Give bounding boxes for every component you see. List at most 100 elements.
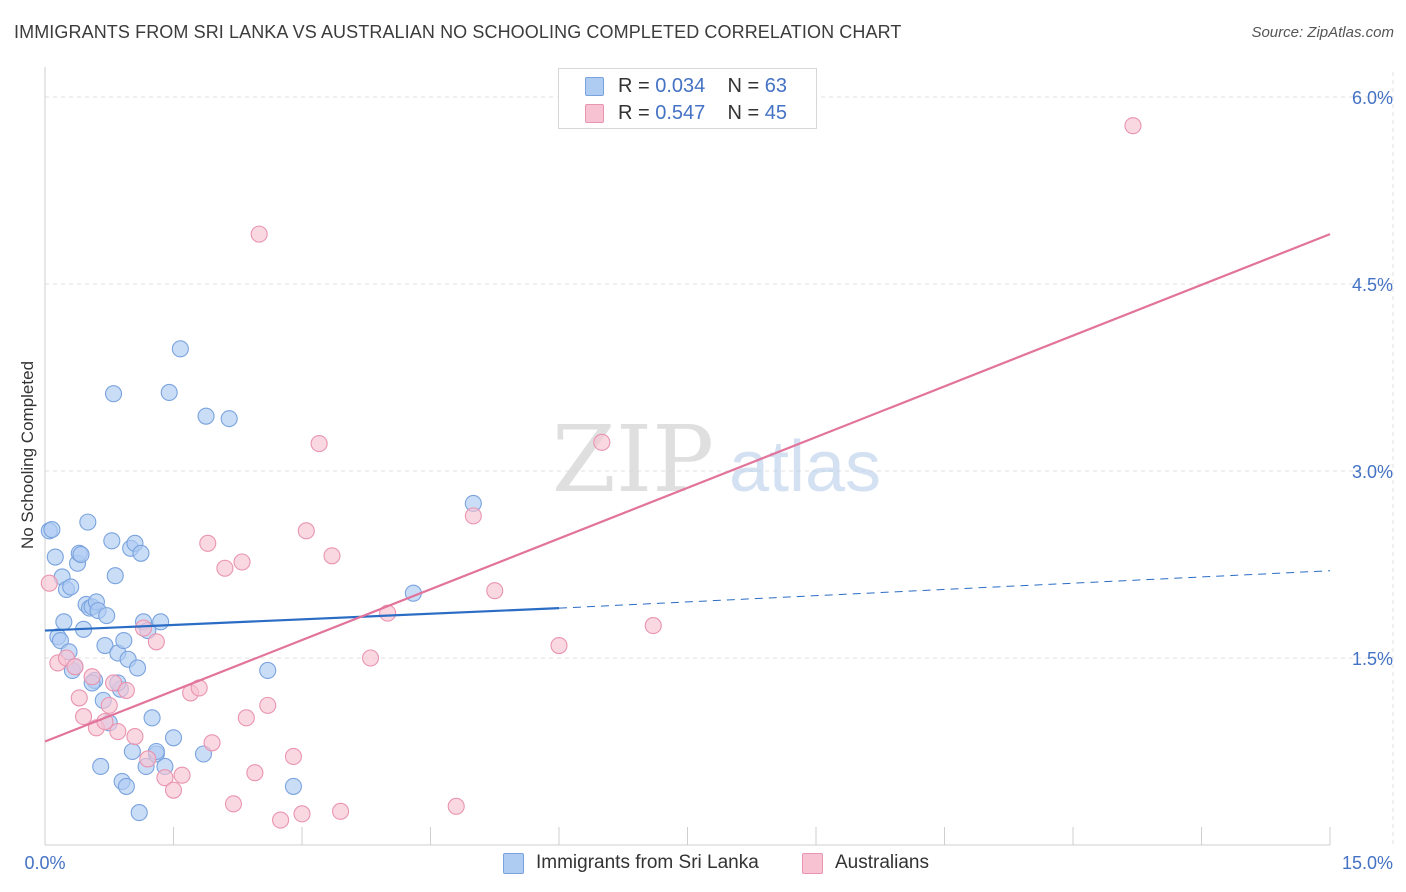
legend-r-label: R =	[618, 102, 656, 124]
australians-point	[173, 766, 191, 784]
axes	[44, 67, 1331, 846]
australians-point	[323, 547, 341, 565]
x-tick-label-min: 0.0%	[24, 853, 65, 873]
sri-lanka-point	[43, 521, 61, 539]
data-points	[40, 117, 1142, 829]
trend-lines	[44, 233, 1331, 743]
australians-point	[447, 797, 465, 815]
australians-point	[70, 689, 88, 707]
sri-lanka-point	[72, 545, 90, 564]
australians-point	[250, 225, 268, 243]
legend-n-value: 45	[764, 102, 788, 124]
australians-point	[464, 507, 482, 525]
sri-lanka-point	[92, 757, 110, 776]
legend-swatch-blue	[585, 77, 604, 96]
australians-point	[100, 696, 118, 714]
y-tick-label: 1.5%	[1352, 649, 1393, 669]
y-tick-label: 3.0%	[1352, 462, 1393, 482]
australians-point	[139, 750, 157, 768]
series-swatch-blue	[503, 853, 524, 874]
australians-point	[83, 668, 101, 686]
sri-lanka-point	[55, 613, 73, 631]
australians-point	[259, 696, 277, 714]
australians-point	[66, 658, 84, 676]
australians-point	[237, 709, 255, 727]
legend-r-value: 0.547	[655, 102, 706, 124]
australians-point	[284, 747, 302, 766]
sri-lanka-point	[123, 742, 141, 761]
australians-point	[593, 433, 611, 451]
series-swatch-pink	[802, 853, 823, 874]
australians-point	[361, 649, 380, 667]
series-name-australians: Australians	[835, 852, 929, 873]
australians-point	[297, 522, 315, 540]
x-tick-label-max: 15.0%	[1342, 853, 1393, 873]
australians-point	[164, 781, 183, 799]
sri-lanka-point	[117, 777, 135, 795]
sri-lanka-point	[197, 407, 215, 425]
australians-point	[486, 582, 504, 600]
australians-point	[216, 559, 234, 577]
australians-point	[117, 681, 135, 699]
australians-point	[1124, 117, 1142, 135]
australians-point	[233, 553, 251, 571]
sri-lanka-point	[46, 548, 64, 566]
australians-point	[331, 802, 350, 820]
sri-lanka-point	[115, 631, 133, 650]
grid-lines	[45, 72, 1394, 845]
australians-point	[224, 795, 243, 813]
sri-lanka-point	[98, 607, 116, 625]
sri-lanka-point	[106, 567, 124, 585]
sri-lanka-point	[284, 777, 302, 795]
y-tick-label: 6.0%	[1352, 88, 1393, 108]
sri-lanka-trend-extension	[558, 570, 1331, 609]
australians-point	[272, 811, 290, 829]
australians-point	[199, 534, 217, 552]
australians-point	[104, 674, 123, 692]
australians-trend-line	[44, 233, 1331, 743]
legend-swatch-pink	[585, 104, 604, 123]
sri-lanka-point	[143, 709, 161, 727]
legend-n-label: N =	[727, 75, 765, 97]
australians-point	[109, 723, 127, 741]
australians-point	[75, 708, 93, 726]
australians-point	[147, 633, 165, 651]
tick-labels: 1.5% 3.0% 4.5% 6.0% 0.0% 15.0%	[24, 88, 1393, 873]
sri-lanka-point	[132, 544, 150, 562]
chart-title: IMMIGRANTS FROM SRI LANKA VS AUSTRALIAN …	[14, 22, 902, 42]
watermark-zip: ZIP	[552, 406, 714, 513]
sri-lanka-point	[103, 532, 121, 550]
legend-r-value: 0.034	[655, 75, 706, 97]
sri-lanka-point	[96, 636, 114, 655]
legend-n-value: 63	[764, 75, 788, 97]
sri-lanka-point	[128, 659, 147, 677]
australians-point	[134, 619, 153, 637]
sri-lanka-point	[62, 578, 80, 596]
legend-r-label: R =	[618, 75, 656, 97]
series-name-sri-lanka: Immigrants from Sri Lanka	[536, 852, 759, 873]
sri-lanka-point	[79, 513, 97, 531]
sri-lanka-point	[164, 729, 183, 747]
sri-lanka-point	[130, 804, 148, 822]
sri-lanka-point	[160, 383, 178, 402]
sri-lanka-point	[259, 661, 277, 680]
watermark: ZIP atlas	[552, 406, 881, 513]
australians-point	[156, 769, 174, 787]
correlation-legend: R = 0.034 N = 63 R = 0.547 N = 45	[558, 68, 817, 129]
australians-point	[126, 727, 144, 746]
chart-source: Source: ZipAtlas.com	[1251, 24, 1394, 41]
sri-lanka-point	[104, 385, 123, 403]
watermark-atlas: atlas	[729, 427, 881, 507]
australians-point	[550, 636, 568, 655]
legend-n-label: N =	[727, 102, 765, 124]
y-axis-label: No Schooling Completed	[18, 360, 37, 550]
australians-point	[644, 617, 662, 635]
sri-lanka-trend-line	[44, 607, 560, 632]
sri-lanka-point	[220, 410, 238, 428]
sri-lanka-point	[152, 613, 170, 631]
australians-point	[40, 574, 58, 592]
australians-point	[310, 435, 328, 453]
y-tick-label: 4.5%	[1352, 275, 1393, 295]
sri-lanka-point	[171, 340, 189, 358]
